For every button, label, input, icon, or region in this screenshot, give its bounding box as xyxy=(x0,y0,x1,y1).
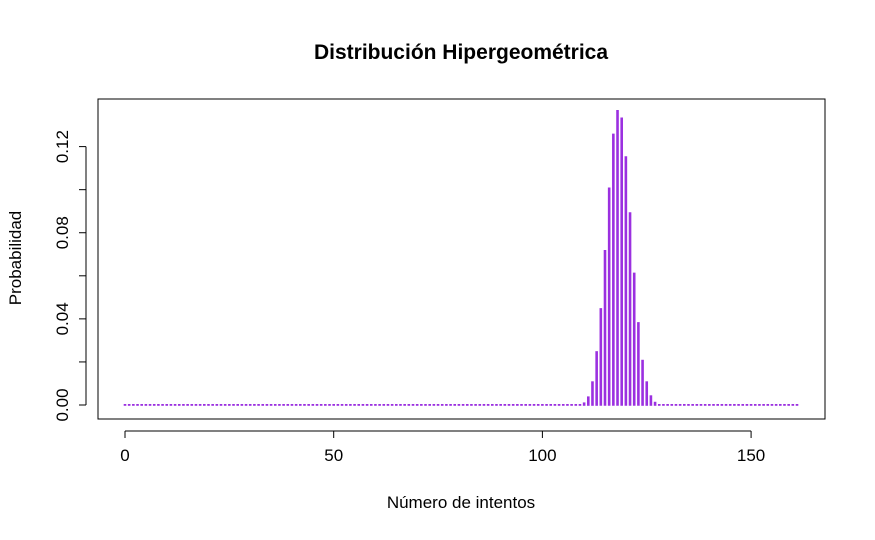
y-tick-label: 0.00 xyxy=(53,388,72,421)
y-axis-label: Probabilidad xyxy=(6,211,25,306)
y-tick-label: 0.08 xyxy=(53,216,72,249)
x-tick-label: 150 xyxy=(737,446,765,465)
chart-title: Distribución Hipergeométrica xyxy=(314,41,608,64)
x-tick-label: 50 xyxy=(324,446,343,465)
y-tick-label: 0.04 xyxy=(53,302,72,335)
x-axis: 0 50 100 150 xyxy=(120,430,765,465)
y-axis: 0.00 0.04 0.08 0.12 xyxy=(53,130,87,422)
x-tick-label: 0 xyxy=(120,446,129,465)
plot-frame xyxy=(97,98,826,420)
probability-bars xyxy=(123,110,799,406)
x-axis-label: Número de intentos xyxy=(387,493,535,512)
y-tick-label: 0.12 xyxy=(53,130,72,163)
x-tick-label: 100 xyxy=(528,446,556,465)
